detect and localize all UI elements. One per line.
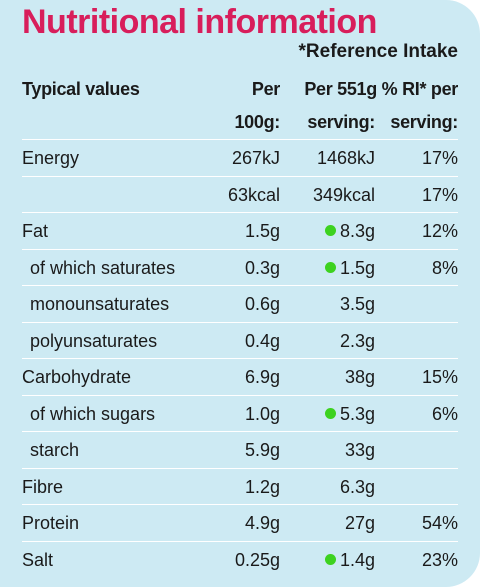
nutrient-label: Fibre [22, 476, 64, 497]
per-serving-value: 3.5g [340, 294, 375, 315]
per-100g-value: 0.3g [244, 257, 280, 278]
nutrient-label: polyunsaturates [30, 330, 158, 351]
reference-intake-percent: 6% [431, 403, 458, 424]
per-serving-text: 5.3g [339, 403, 375, 424]
per-serving-value: 38g [345, 367, 375, 388]
table-row: Salt 0.25g 1.4g 23% [22, 540, 458, 578]
per-serving-value: 1468kJ [317, 148, 375, 169]
nutrient-label: Energy [22, 148, 80, 168]
nutrient-label: Salt [22, 549, 54, 570]
per-serving-value: 27g [345, 513, 375, 534]
per-100g-value: 0.25g [234, 549, 280, 570]
per-serving-text: 349kcal [312, 184, 375, 205]
per-serving-text: 6.3g [339, 476, 375, 497]
reference-intake-note: *Reference Intake [298, 41, 458, 62]
per-100g-value: 1.5g [244, 221, 280, 241]
per-serving-value: 6.3g [340, 477, 375, 498]
nutrient-label: Carbohydrate [22, 367, 132, 387]
per-serving-text: 1.4g [339, 549, 375, 570]
per-serving-value: 5.3g [324, 403, 375, 425]
nutrient-label: starch [30, 440, 80, 460]
header-serving-line1: Per 551g % RI* per [304, 79, 458, 99]
table-row: of which sugars 1.0g 5.3g 6% [22, 394, 458, 432]
per-serving-value: 2.3g [340, 331, 375, 352]
table-row: of which saturates 0.3g 1.5g 8% [22, 248, 458, 286]
table-row: Protein 4.9g 27g 54% [22, 504, 458, 541]
green-dot-icon [324, 225, 336, 236]
nutrient-label: Fat [22, 221, 49, 241]
per-serving-text: 3.5g [339, 294, 375, 314]
per-serving-text: 33g [344, 440, 375, 460]
nutrient-label: of which sugars [30, 403, 156, 424]
green-dot-icon [324, 553, 336, 565]
table-row: Fibre 1.2g 6.3g [22, 467, 458, 505]
header-serving-line2a: serving: [307, 112, 375, 132]
header-serving-line2b: serving: [390, 112, 458, 132]
per-serving-value: 1.4g [324, 549, 375, 571]
per-100g-value: 0.4g [244, 330, 280, 351]
reference-intake-percent: 54% [421, 513, 458, 533]
per-serving-text: 8.3g [339, 221, 375, 241]
nutrient-label: Protein [22, 513, 80, 533]
green-dot-icon [324, 407, 336, 419]
nutrition-table: Energy 267kJ 1468kJ 17% 63kcal 349kcal 17% Fat 1… [22, 139, 458, 577]
reference-intake-percent: 12% [421, 221, 458, 241]
table-row: 63kcal 349kcal 17% [22, 175, 458, 213]
per-100g-value: 5.9g [244, 440, 280, 460]
reference-intake-percent: 17% [421, 148, 458, 168]
reference-intake-percent: 17% [421, 184, 458, 205]
per-100g-value: 6.9g [244, 367, 280, 387]
table-row: monounsaturates 0.6g 3.5g [22, 285, 458, 322]
nutrient-label: of which saturates [30, 257, 176, 278]
green-dot-icon [324, 261, 336, 273]
per-100g-value: 63kcal [227, 184, 280, 205]
reference-intake-percent: 8% [431, 257, 458, 278]
per-serving-text: 1.5g [339, 257, 375, 278]
reference-intake-percent: 15% [421, 367, 458, 387]
table-row: Fat 1.5g 8.3g 12% [22, 212, 458, 249]
table-row: Energy 267kJ 1468kJ 17% [22, 139, 458, 176]
table-row: Carbohydrate 6.9g 38g 15% [22, 358, 458, 395]
per-serving-value: 1.5g [324, 257, 375, 279]
per-100g-value: 267kJ [231, 148, 280, 168]
header-typical-values: Typical values [22, 79, 140, 99]
header-per100-line2: 100g: [234, 112, 280, 132]
header-per100-line1: Per [251, 79, 280, 99]
per-serving-text: 27g [344, 513, 375, 533]
per-100g-value: 0.6g [244, 294, 280, 314]
reference-intake-percent: 23% [421, 549, 458, 570]
page-title: Nutritional information [22, 3, 377, 41]
per-100g-value: 1.0g [244, 403, 280, 424]
nutrient-label: monounsaturates [30, 294, 170, 314]
table-row: starch 5.9g 33g [22, 431, 458, 468]
per-serving-value: 8.3g [324, 221, 375, 242]
table-row: polyunsaturates 0.4g 2.3g [22, 321, 458, 359]
per-serving-value: 33g [345, 440, 375, 461]
per-serving-value: 349kcal [313, 185, 375, 206]
per-serving-text: 1468kJ [316, 148, 375, 168]
per-100g-value: 1.2g [244, 476, 280, 497]
per-100g-value: 4.9g [244, 513, 280, 533]
per-serving-text: 38g [344, 367, 375, 387]
per-serving-text: 2.3g [339, 330, 375, 351]
